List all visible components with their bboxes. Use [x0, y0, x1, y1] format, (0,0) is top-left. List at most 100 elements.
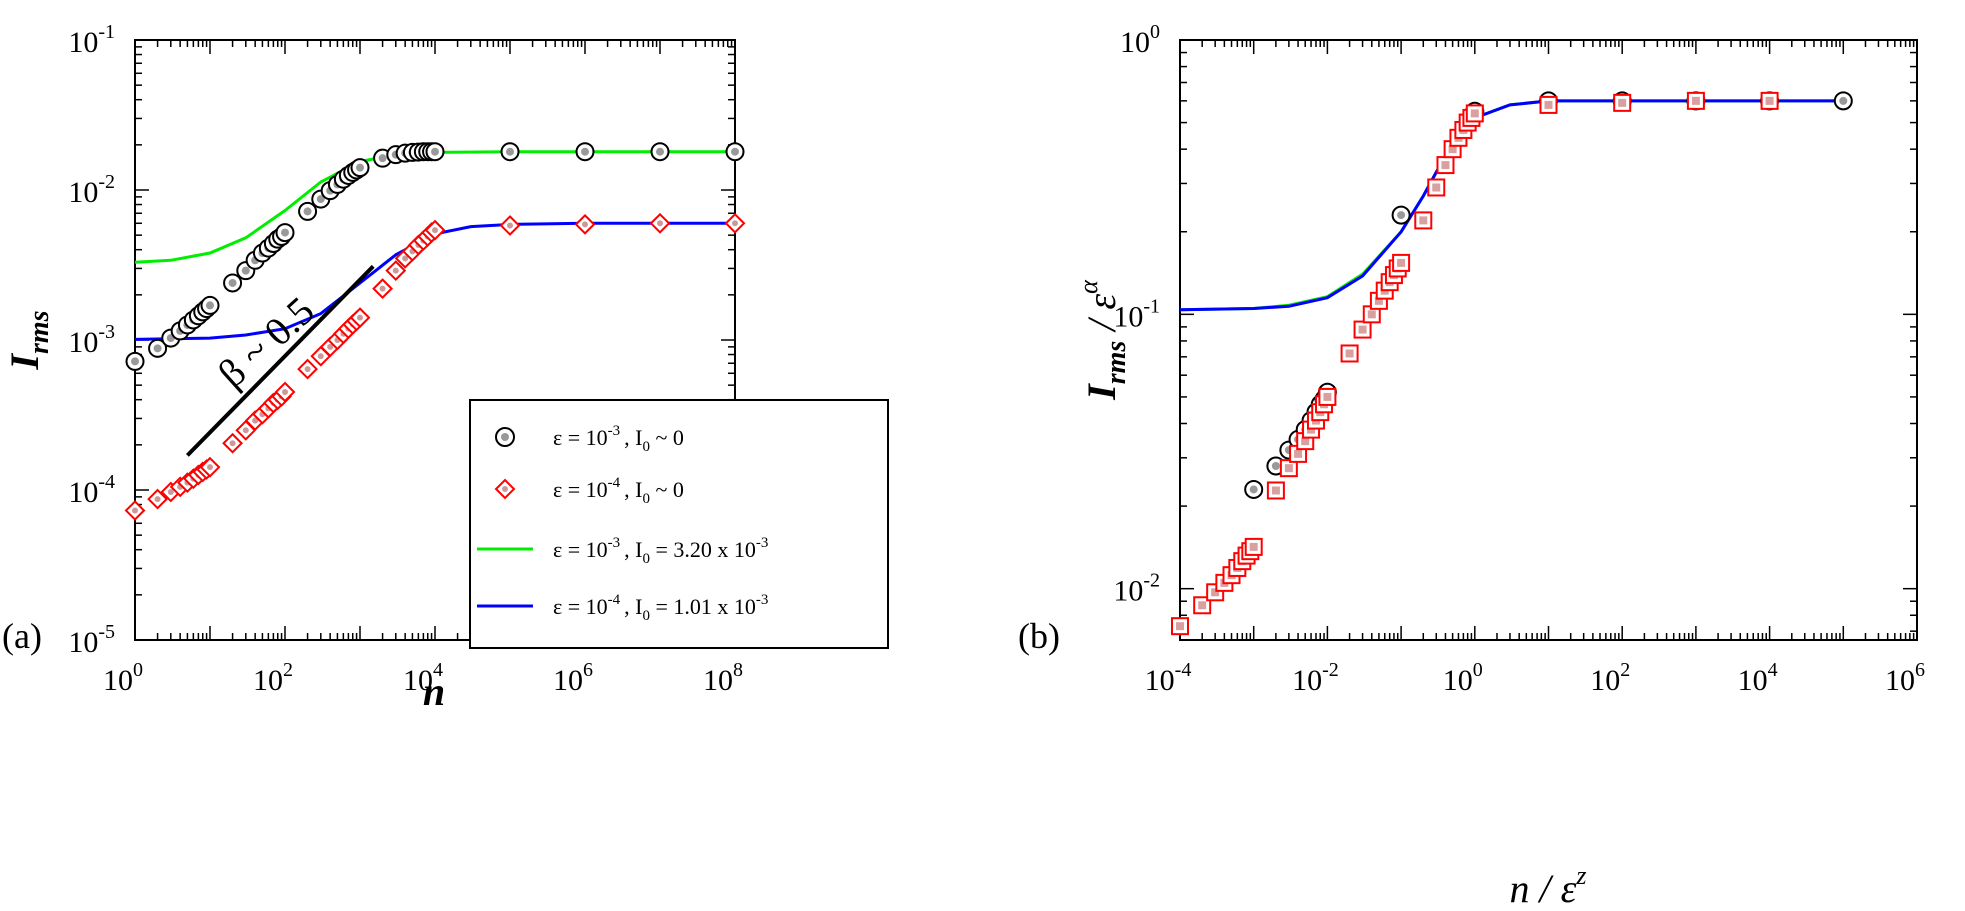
marker-fill — [282, 389, 288, 396]
panel-b-x-axis-title-main: n / ε — [1510, 866, 1577, 911]
data-point-circle — [575, 142, 595, 162]
data-point-square — [1414, 211, 1433, 230]
marker-fill — [657, 220, 663, 227]
x-tick-label: 104 — [1738, 659, 1778, 697]
panel-a-y-axis-title-main: I — [2, 353, 47, 371]
marker-fill — [581, 147, 589, 156]
series-points — [124, 142, 746, 521]
data-point-circle — [1833, 91, 1853, 111]
data-point-diamond — [372, 278, 393, 300]
svg-text:Irms: Irms — [2, 310, 55, 370]
panel-b-y-axis-title-sub: rms — [1101, 341, 1132, 385]
data-point-circle — [500, 142, 520, 162]
marker-fill — [1618, 98, 1627, 107]
marker-fill — [207, 464, 213, 471]
marker-fill — [1345, 349, 1354, 358]
data-point-square — [1760, 91, 1779, 110]
data-point-diamond — [297, 358, 318, 380]
marker-fill — [229, 440, 236, 447]
series-lines — [1180, 99, 1844, 312]
panel-b-y-axis-title: Irms / εα — [1074, 279, 1132, 401]
data-point-square — [1171, 617, 1189, 636]
marker-fill — [1284, 464, 1293, 473]
marker-fill — [1323, 392, 1332, 401]
marker-fill — [167, 488, 174, 495]
marker-fill — [1301, 437, 1310, 446]
panel-b-x-axis-title-exp: z — [1575, 861, 1586, 890]
marker-fill — [356, 163, 364, 172]
data-point-circle — [125, 351, 145, 371]
marker-fill — [1419, 216, 1428, 225]
data-point-diamond — [349, 307, 371, 329]
y-tick-label: 10-1 — [1113, 295, 1160, 333]
panel-a-series — [124, 142, 746, 521]
marker-fill — [732, 220, 738, 227]
marker-fill — [154, 496, 161, 503]
marker-fill — [252, 417, 259, 424]
y-tick-label: 10-2 — [1113, 570, 1160, 608]
legend-symbol-fill — [501, 433, 509, 441]
data-point-square — [1279, 459, 1298, 478]
data-point-square — [1244, 537, 1263, 556]
panel-a-legend: ε = 10-3, I0 ~ 0 ε = 10-4, I0 ~ 0 ε = 10… — [469, 399, 889, 649]
marker-fill — [1544, 100, 1553, 109]
data-point-square — [1539, 95, 1558, 114]
marker-fill — [1470, 109, 1479, 118]
data-point-square — [1353, 320, 1372, 339]
y-tick-label: 100 — [1120, 21, 1160, 59]
panel-b-x-axis-title: n / εz — [1510, 861, 1587, 911]
data-point-diamond — [385, 260, 407, 282]
legend-entry-2: ε = 10-4, I0 ~ 0 — [553, 475, 684, 507]
x-tick-label: 108 — [703, 659, 743, 697]
panel-b-plot-frame — [1179, 39, 1918, 641]
data-point-circle — [223, 273, 243, 293]
x-tick-label: 102 — [1590, 659, 1630, 697]
marker-fill — [241, 266, 250, 275]
x-tick-label: 102 — [253, 659, 293, 697]
data-point-circle — [1391, 205, 1411, 225]
marker-fill — [1448, 145, 1457, 154]
marker-fill — [1271, 462, 1280, 471]
panel-a-legend-symbols — [477, 427, 533, 608]
marker-fill — [303, 207, 312, 216]
panel-a-x-axis-title: n — [423, 669, 445, 714]
data-point-circle — [650, 142, 670, 162]
panel-b-y-axis-title-tail: / ε — [1079, 294, 1124, 341]
marker-fill — [1307, 425, 1316, 434]
data-point-diamond — [147, 488, 168, 510]
data-point-diamond — [724, 212, 746, 234]
x-tick-label: 100 — [1443, 659, 1483, 697]
marker-fill — [392, 267, 399, 274]
data-point-square — [1318, 387, 1337, 406]
marker-fill — [402, 255, 409, 262]
marker-fill — [242, 427, 249, 434]
marker-fill — [1198, 601, 1207, 610]
marker-fill — [379, 285, 386, 292]
marker-fill — [1441, 161, 1450, 170]
marker-fill — [1397, 258, 1406, 267]
marker-fill — [357, 314, 363, 321]
data-point-square — [1266, 481, 1285, 500]
marker-fill — [281, 228, 289, 237]
panel-a-beta-annotation: β ~ 0.5 — [209, 288, 322, 396]
panel-a-x-tick-labels: 100 102 104 106 108 — [103, 659, 743, 697]
marker-fill — [1367, 310, 1376, 319]
marker-fill — [316, 195, 325, 204]
x-tick-label: 100 — [103, 659, 143, 697]
panel-a-legend-frame — [469, 399, 889, 649]
marker-fill — [132, 507, 138, 514]
marker-fill — [228, 278, 237, 287]
y-tick-label: 10-1 — [68, 21, 115, 59]
legend-entry-4: ε = 10-4, I0 = 1.01 x 10-3 — [553, 592, 768, 624]
marker-fill — [1374, 296, 1383, 305]
marker-fill — [1249, 542, 1258, 551]
data-point-square — [1340, 344, 1359, 363]
series-points — [1171, 91, 1853, 636]
fit-curve — [1180, 99, 1844, 312]
data-point-circle — [275, 223, 295, 243]
marker-fill — [582, 221, 588, 228]
fit-curve — [135, 150, 735, 264]
fit-curve — [135, 221, 735, 341]
panel-b-y-tick-labels: 10-2 10-1 100 — [1113, 21, 1160, 608]
